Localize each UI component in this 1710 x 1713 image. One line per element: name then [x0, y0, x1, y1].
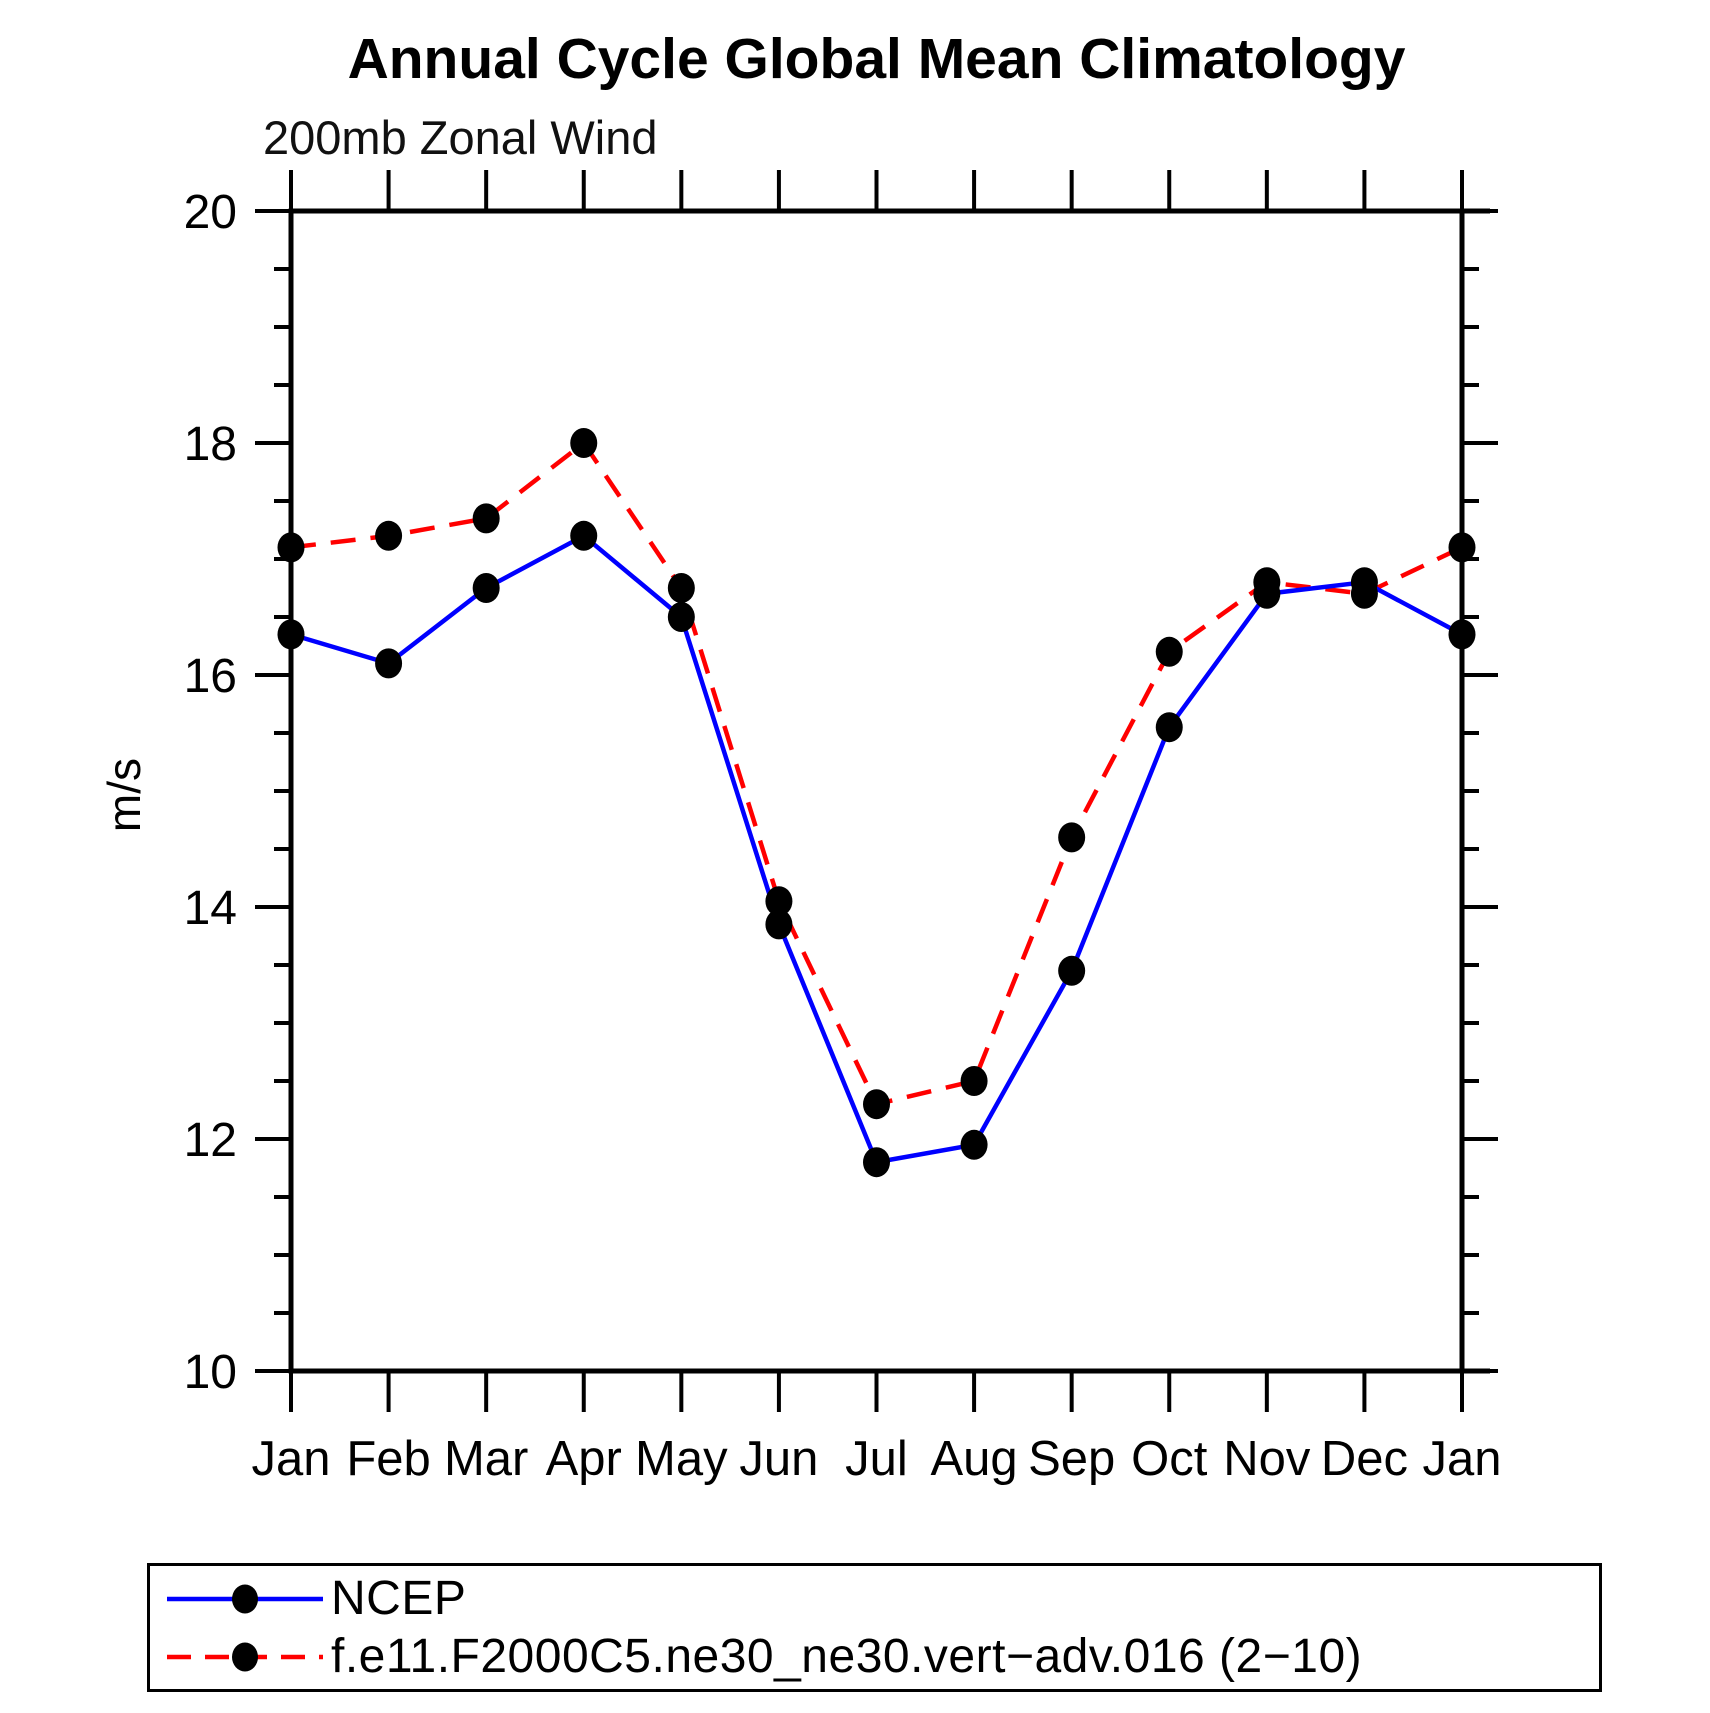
ncep-line [290, 533, 1464, 1165]
data-point-marker [1448, 532, 1476, 563]
legend-label-ncep: NCEP [331, 1572, 467, 1625]
data-point-marker [960, 1066, 988, 1096]
data-point-marker [960, 1129, 988, 1160]
legend-label-model: f.e11.F2000C5.ne30_ne30.vert−adv.016 (2−… [331, 1630, 1363, 1683]
data-point-marker [375, 648, 403, 679]
data-point-marker [1155, 636, 1183, 667]
data-point-marker [570, 428, 598, 458]
x-tick-label: Sep [1028, 1432, 1115, 1486]
data-point-marker [375, 520, 403, 551]
x-tick-label: Jan [1422, 1432, 1501, 1486]
data-point-marker [1253, 578, 1281, 609]
legend-marker-icon [232, 1642, 258, 1671]
x-tick-label: Feb [346, 1432, 430, 1486]
y-axis-title: m/s [98, 758, 150, 832]
x-tick-label: Nov [1223, 1432, 1311, 1486]
legend-item-model: f.e11.F2000C5.ne30_ne30.vert−adv.016 (2−… [165, 1630, 1599, 1683]
x-tick-label: Aug [930, 1432, 1017, 1486]
legend-box: NCEP f.e11.F2000C5.ne30_ne30.vert−adv.01… [147, 1563, 1602, 1692]
x-tick-label: Mar [444, 1432, 528, 1486]
data-point-marker [765, 886, 793, 917]
data-point-marker [1058, 955, 1086, 986]
x-tick-label: Jan [251, 1432, 330, 1486]
ncep-line-sample [167, 1584, 323, 1613]
x-tick-label: Jul [845, 1432, 908, 1486]
data-point-marker [765, 909, 793, 940]
y-tick-label: 10 [184, 1346, 237, 1399]
chart-title: Annual Cycle Global Mean Climatology [347, 27, 1406, 91]
x-tick-label: Dec [1321, 1432, 1408, 1486]
y-tick-label: 12 [184, 1114, 237, 1167]
model-line-sample [167, 1642, 323, 1671]
data-point-marker [863, 1089, 890, 1120]
data-point-marker [1448, 619, 1476, 650]
data-point-marker [667, 602, 695, 632]
x-tick-label: Oct [1131, 1432, 1208, 1486]
data-point-marker [570, 520, 598, 551]
chart-subtitle: 200mb Zonal Wind [263, 111, 658, 164]
y-tick-label: 18 [184, 418, 237, 471]
data-point-marker [277, 532, 305, 563]
data-point-marker [1058, 822, 1086, 853]
data-point-marker [1350, 567, 1378, 598]
y-tick-label: 14 [184, 882, 237, 935]
y-tick-label: 16 [184, 650, 237, 703]
x-tick-label: Apr [546, 1432, 622, 1486]
data-point-marker [472, 573, 500, 603]
y-tick-label: 20 [184, 186, 237, 239]
data-point-marker [277, 619, 305, 650]
data-point-marker [863, 1147, 890, 1178]
x-tick-label: Jun [739, 1432, 818, 1486]
legend-marker-icon [232, 1584, 258, 1613]
data-point-marker [472, 503, 500, 534]
data-point-marker [667, 573, 695, 603]
model-line [290, 440, 1463, 1107]
x-tick-label: May [635, 1432, 728, 1486]
data-point-marker [1155, 712, 1183, 743]
legend-item-ncep: NCEP [165, 1572, 1599, 1625]
